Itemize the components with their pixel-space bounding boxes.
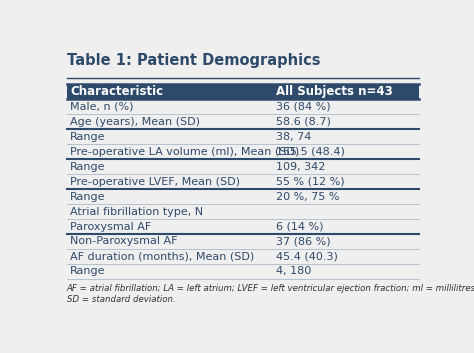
Text: 109, 342: 109, 342 [276, 162, 325, 172]
Text: Male, n (%): Male, n (%) [70, 102, 134, 112]
Text: Atrial fibrillation type, N: Atrial fibrillation type, N [70, 207, 203, 216]
Text: Non-Paroxysmal AF: Non-Paroxysmal AF [70, 237, 178, 246]
Text: Characteristic: Characteristic [70, 85, 164, 98]
Text: 55 % (12 %): 55 % (12 %) [276, 176, 345, 187]
Text: 20 %, 75 %: 20 %, 75 % [276, 192, 339, 202]
Text: Range: Range [70, 132, 106, 142]
Text: 38, 74: 38, 74 [276, 132, 311, 142]
Text: 37 (86 %): 37 (86 %) [276, 237, 330, 246]
Text: 6 (14 %): 6 (14 %) [276, 222, 323, 232]
Text: AF duration (months), Mean (SD): AF duration (months), Mean (SD) [70, 251, 255, 262]
Text: Paroxysmal AF: Paroxysmal AF [70, 222, 152, 232]
Text: Range: Range [70, 162, 106, 172]
Text: 155.5 (48.4): 155.5 (48.4) [276, 147, 345, 157]
Text: Pre-operative LVEF, Mean (SD): Pre-operative LVEF, Mean (SD) [70, 176, 240, 187]
Text: Table 1: Patient Demographics: Table 1: Patient Demographics [66, 53, 320, 68]
Text: Age (years), Mean (SD): Age (years), Mean (SD) [70, 117, 201, 127]
Text: 4, 180: 4, 180 [276, 267, 311, 276]
Text: AF = atrial fibrillation; LA = left atrium; LVEF = left ventricular ejection fra: AF = atrial fibrillation; LA = left atri… [66, 284, 474, 304]
Text: All Subjects n=43: All Subjects n=43 [276, 85, 393, 98]
Bar [66, 84, 419, 100]
Text: Range: Range [70, 267, 106, 276]
Text: Pre-operative LA volume (ml), Mean (SD): Pre-operative LA volume (ml), Mean (SD) [70, 147, 300, 157]
Text: 58.6 (8.7): 58.6 (8.7) [276, 117, 331, 127]
Text: 36 (84 %): 36 (84 %) [276, 102, 330, 112]
Text: Range: Range [70, 192, 106, 202]
Text: 45.4 (40.3): 45.4 (40.3) [276, 251, 338, 262]
